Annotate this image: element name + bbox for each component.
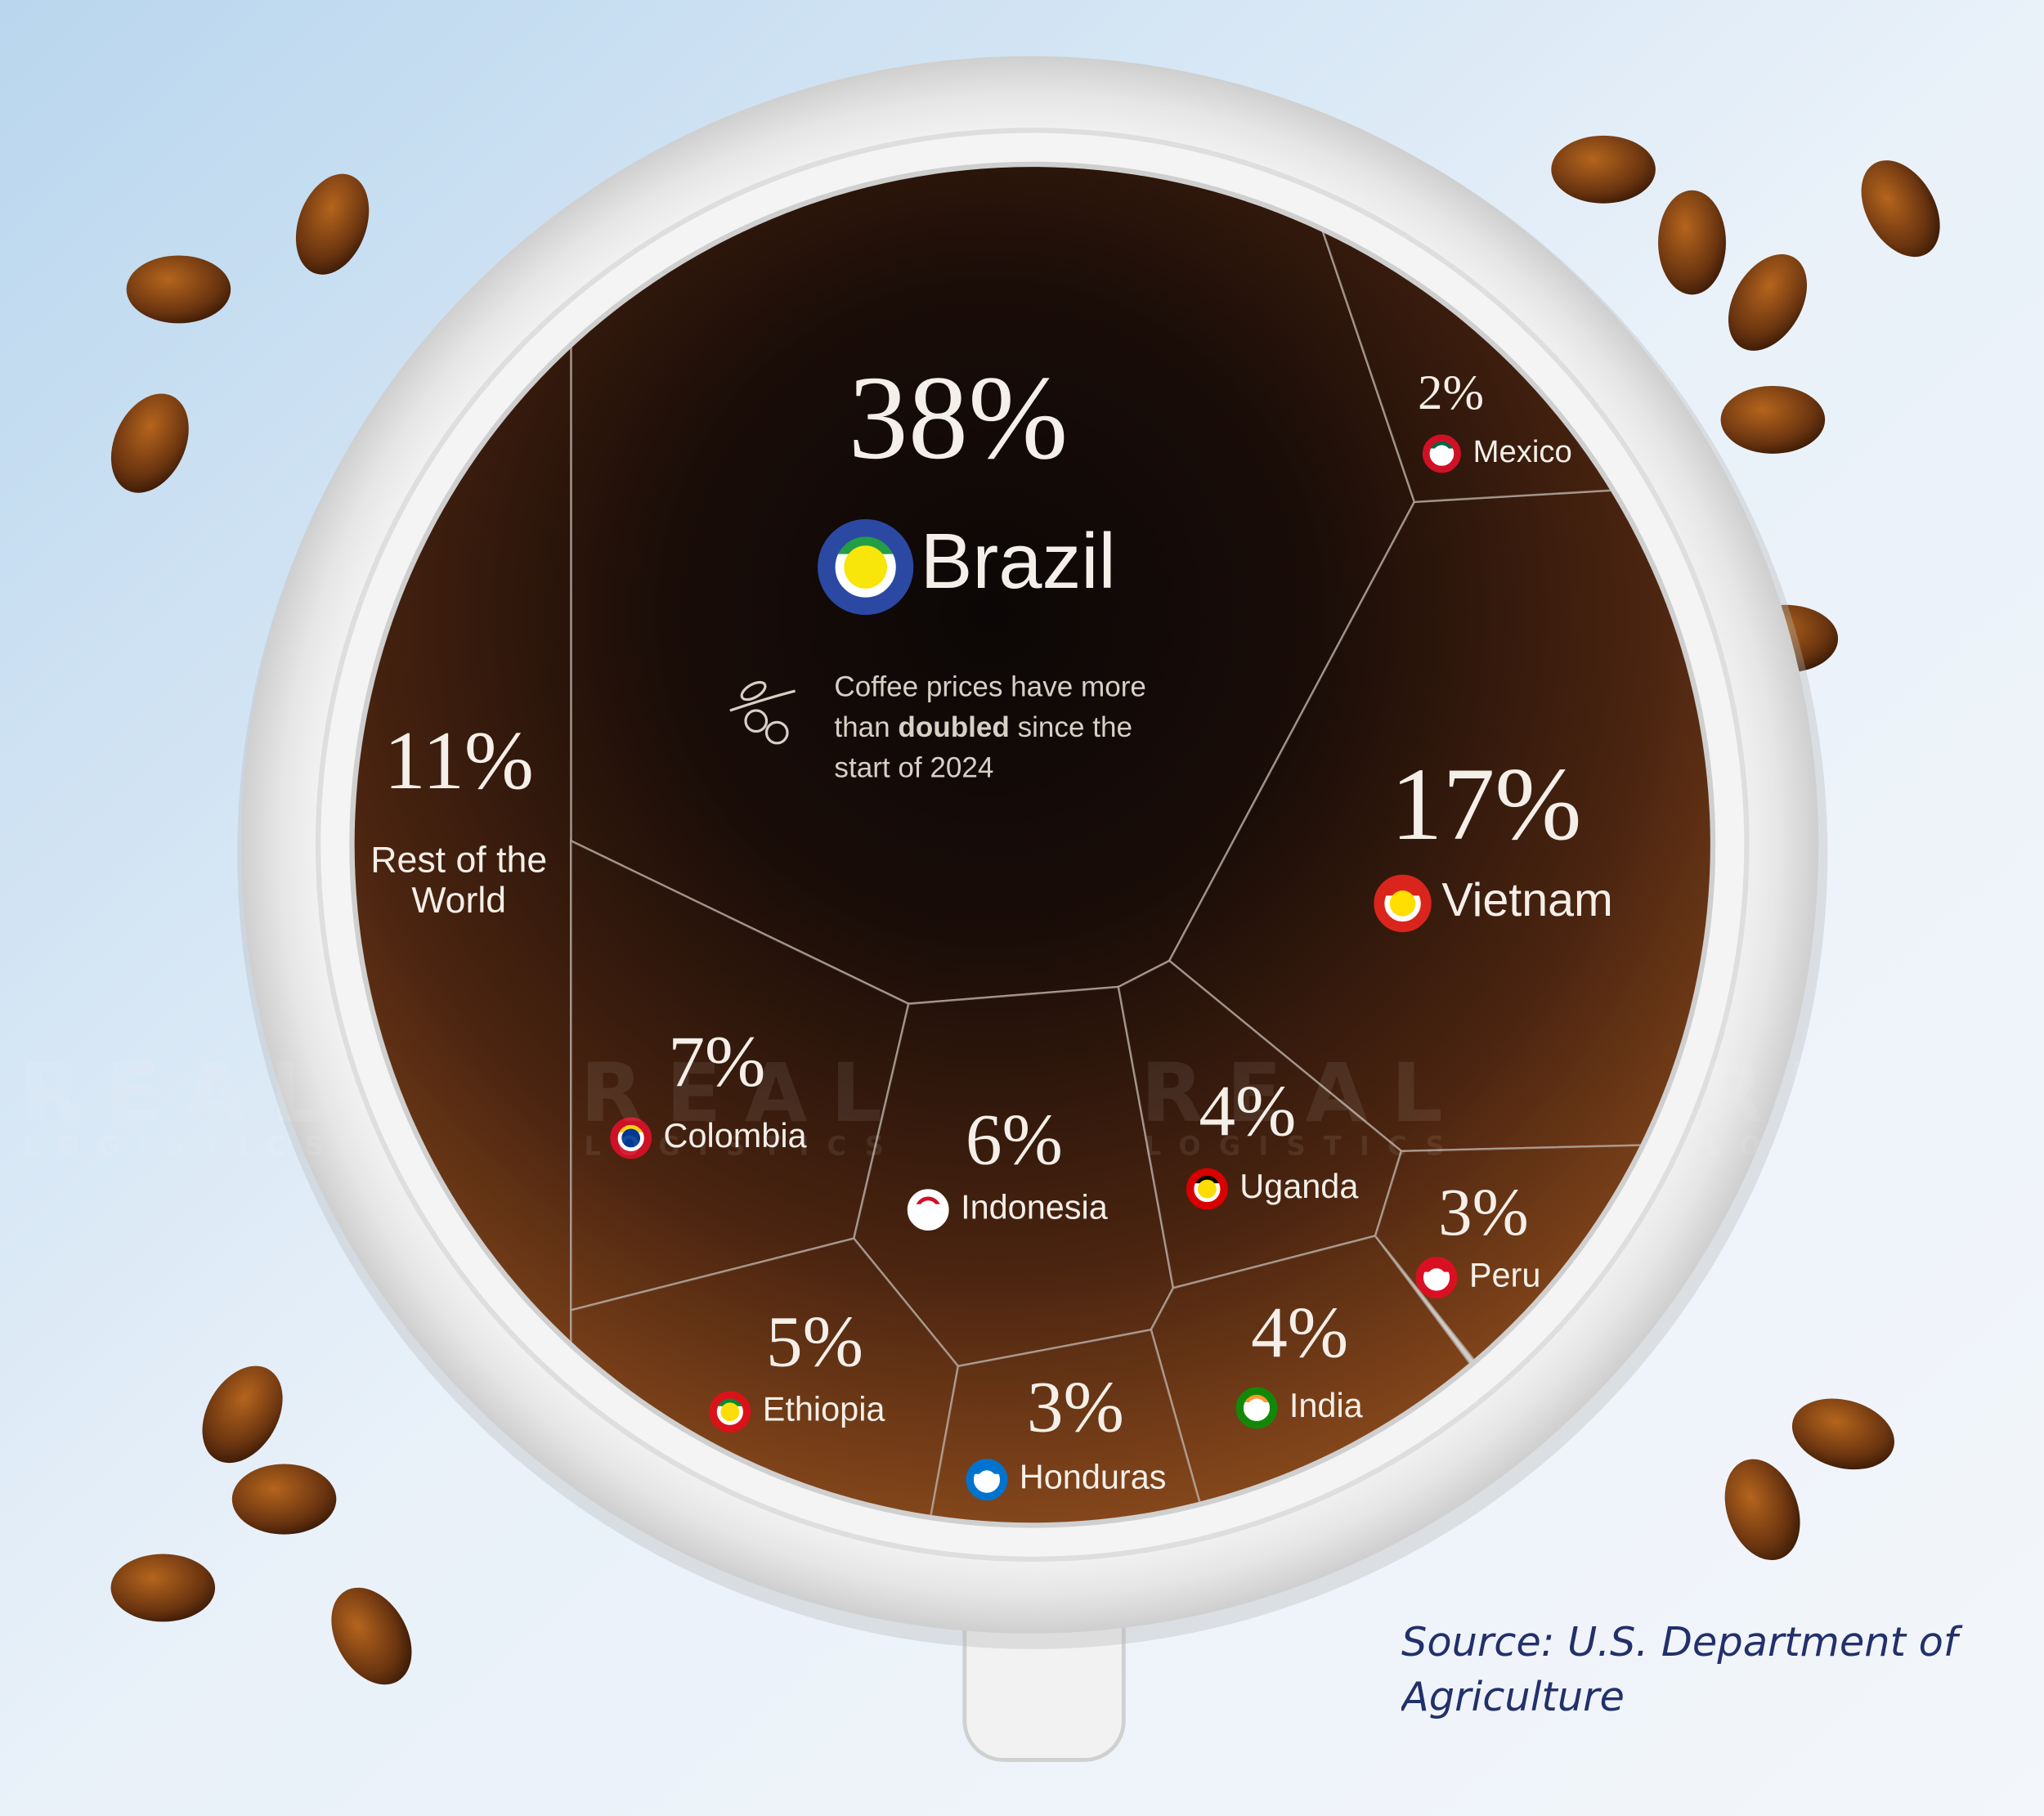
flag bbox=[966, 1459, 1008, 1501]
bean bbox=[764, 720, 789, 745]
value-label: 6% bbox=[966, 1100, 1063, 1181]
value-label: 11% bbox=[384, 715, 534, 807]
annotation-icon bbox=[729, 680, 796, 745]
watermark: LOGISTICS bbox=[1706, 1131, 2024, 1162]
watermark: LOGISTICS bbox=[24, 1131, 342, 1162]
value-label: 4% bbox=[1251, 1293, 1348, 1374]
flag-center bbox=[1198, 1179, 1217, 1199]
flag-center bbox=[1247, 1398, 1266, 1418]
flag-ring bbox=[1186, 1168, 1228, 1210]
leaf bbox=[740, 680, 767, 702]
category-label: Ethiopia bbox=[763, 1390, 886, 1428]
flag bbox=[1186, 1168, 1228, 1210]
flag bbox=[1422, 434, 1461, 473]
flag-ring bbox=[818, 518, 914, 616]
watermark: LOGISTICS bbox=[584, 1131, 902, 1162]
watermark: REAL bbox=[1141, 1047, 1466, 1141]
flag bbox=[1235, 1387, 1278, 1429]
flag bbox=[610, 1117, 652, 1159]
category-label: India bbox=[1289, 1386, 1364, 1424]
category-label: Indonesia bbox=[961, 1188, 1109, 1226]
flag bbox=[907, 1189, 949, 1231]
watermark: LOGISTICS bbox=[1145, 1131, 1463, 1162]
annotation: Coffee prices have more than doubled sin… bbox=[834, 667, 1173, 787]
watermark: REAL bbox=[20, 1047, 345, 1141]
category-label: Colombia bbox=[664, 1116, 808, 1155]
flag-center bbox=[977, 1470, 997, 1490]
flag bbox=[709, 1391, 751, 1433]
flag-center bbox=[918, 1200, 938, 1220]
flag-ring bbox=[966, 1459, 1008, 1501]
flag-center bbox=[720, 1402, 740, 1422]
category-label: Honduras bbox=[1020, 1458, 1167, 1496]
value-label: 3% bbox=[1438, 1174, 1528, 1249]
value-label: 3% bbox=[1027, 1366, 1124, 1447]
value-label: 17% bbox=[1391, 746, 1582, 862]
flag-ring bbox=[1415, 1257, 1458, 1298]
category-label-box: Rest of the World bbox=[370, 841, 548, 921]
annotation-part: Coffee prices have more than bbox=[834, 670, 1146, 743]
category-label: Uganda bbox=[1239, 1167, 1359, 1205]
category-label: Brazil bbox=[921, 518, 1116, 605]
flag-ring bbox=[709, 1391, 751, 1433]
labels: 38% Brazil 17% Vietnam 11% Rest of the World 7… bbox=[20, 351, 2027, 1721]
flag-ring bbox=[1374, 874, 1432, 933]
category-label: Mexico bbox=[1473, 434, 1572, 469]
value-label: 7% bbox=[668, 1021, 765, 1102]
value-label: 38% bbox=[848, 351, 1068, 484]
value-label: 5% bbox=[766, 1302, 863, 1383]
watermark: REAL bbox=[1701, 1047, 2027, 1141]
branch bbox=[729, 689, 796, 712]
flag bbox=[1415, 1257, 1458, 1298]
source-box: Source: U.S. Department of Agriculture bbox=[1401, 1619, 1958, 1721]
flag-ring bbox=[907, 1189, 949, 1231]
flag-center bbox=[621, 1128, 641, 1148]
annotation-part: since the start of 2024 bbox=[834, 710, 1132, 783]
flag-ring bbox=[610, 1117, 652, 1159]
annotation-part: doubled bbox=[898, 710, 1010, 743]
value-label: 2% bbox=[1418, 365, 1484, 420]
flag-ring bbox=[1422, 434, 1461, 473]
flag-center bbox=[1427, 1268, 1446, 1287]
flag-center bbox=[844, 545, 887, 589]
flag bbox=[1374, 874, 1432, 933]
category-label: Vietnam bbox=[1441, 874, 1612, 926]
bean bbox=[744, 709, 769, 733]
source: Source: U.S. Department of Agriculture bbox=[1401, 1619, 1958, 1721]
flag-center bbox=[1389, 890, 1416, 917]
cell bbox=[911, 1328, 1234, 1523]
value-label: 4% bbox=[1199, 1070, 1296, 1151]
watermark: REAL bbox=[580, 1047, 906, 1141]
category-label: Rest of the World bbox=[370, 841, 548, 921]
annotation-box: Coffee prices have more than doubled sin… bbox=[834, 667, 1173, 787]
category-label: Peru bbox=[1469, 1255, 1541, 1294]
flag-ring bbox=[1235, 1387, 1278, 1429]
flag-center bbox=[1432, 445, 1450, 463]
flag bbox=[818, 518, 914, 616]
